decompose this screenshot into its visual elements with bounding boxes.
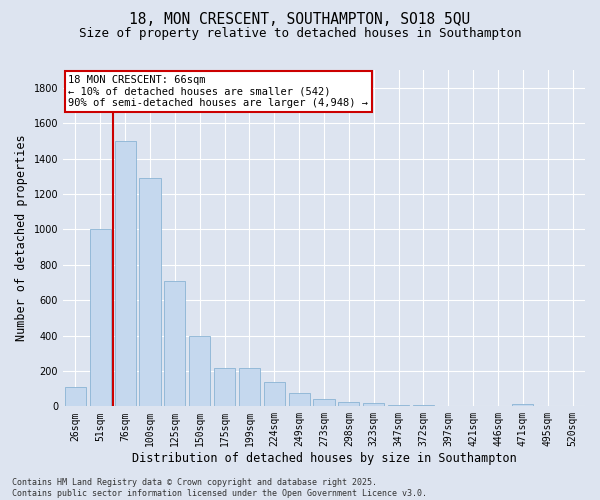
- Text: 18, MON CRESCENT, SOUTHAMPTON, SO18 5QU: 18, MON CRESCENT, SOUTHAMPTON, SO18 5QU: [130, 12, 470, 28]
- Bar: [65, 387, 86, 406]
- Text: 18 MON CRESCENT: 66sqm
← 10% of detached houses are smaller (542)
90% of semi-de: 18 MON CRESCENT: 66sqm ← 10% of detached…: [68, 75, 368, 108]
- Bar: [512, 404, 533, 406]
- Bar: [189, 336, 211, 406]
- Text: Contains HM Land Registry data © Crown copyright and database right 2025.
Contai: Contains HM Land Registry data © Crown c…: [12, 478, 427, 498]
- Bar: [264, 382, 285, 406]
- Bar: [164, 280, 185, 406]
- Bar: [313, 400, 335, 406]
- Bar: [115, 141, 136, 406]
- Bar: [214, 368, 235, 406]
- Bar: [363, 403, 384, 406]
- Text: Size of property relative to detached houses in Southampton: Size of property relative to detached ho…: [79, 28, 521, 40]
- Bar: [90, 230, 111, 406]
- Bar: [239, 368, 260, 406]
- Bar: [338, 402, 359, 406]
- Bar: [289, 393, 310, 406]
- Y-axis label: Number of detached properties: Number of detached properties: [15, 135, 28, 342]
- X-axis label: Distribution of detached houses by size in Southampton: Distribution of detached houses by size …: [131, 452, 517, 465]
- Bar: [139, 178, 161, 406]
